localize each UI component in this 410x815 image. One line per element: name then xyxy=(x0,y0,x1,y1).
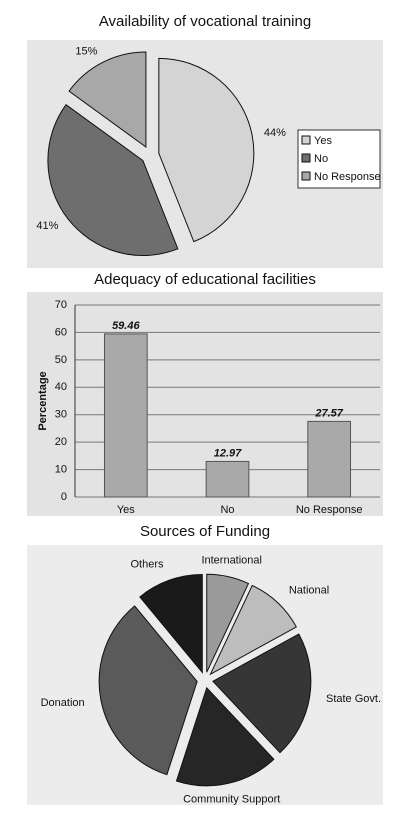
slice-label: Community Support xyxy=(183,793,280,805)
legend-box xyxy=(297,129,381,189)
slice-label: Others xyxy=(130,559,164,571)
pie-slice xyxy=(175,686,275,787)
y-tick-label: 40 xyxy=(55,381,67,393)
y-tick-label: 0 xyxy=(61,491,67,503)
y-tick-label: 10 xyxy=(55,463,67,475)
y-tick-label: 30 xyxy=(55,409,67,421)
x-tick-label: No xyxy=(220,504,234,516)
slice-label: Donation xyxy=(41,697,85,709)
slice-label: National xyxy=(289,585,329,597)
pie-slice xyxy=(47,103,179,256)
y-tick-label: 20 xyxy=(55,436,67,448)
y-tick-label: 60 xyxy=(55,326,67,338)
chart-title: Adequacy of educational facilities xyxy=(94,271,316,288)
legend-swatch xyxy=(301,153,311,163)
x-tick-label: Yes xyxy=(117,504,135,516)
data-label: 15% xyxy=(75,46,97,58)
data-label: 27.57 xyxy=(314,407,343,419)
legend-label: Yes xyxy=(314,135,332,147)
chart-title: Sources of Funding xyxy=(140,523,270,540)
legend-label: No Response xyxy=(314,171,381,183)
pie-slice xyxy=(212,633,312,754)
x-tick-label: No Response xyxy=(296,504,363,516)
bar xyxy=(103,333,148,498)
pie-slice xyxy=(158,57,255,243)
legend-swatch xyxy=(301,135,311,145)
pie-slice xyxy=(209,584,298,676)
y-tick-label: 70 xyxy=(55,299,67,311)
pie-slice xyxy=(68,51,147,148)
pie-slice xyxy=(98,605,198,776)
legend-label: No xyxy=(314,153,328,165)
data-label: 12.97 xyxy=(214,447,242,459)
bar xyxy=(307,420,352,498)
y-tick-label: 50 xyxy=(55,354,67,366)
data-label: 44% xyxy=(264,127,286,139)
slice-label: International xyxy=(201,554,262,566)
data-label: 41% xyxy=(36,220,58,232)
bar xyxy=(205,460,250,498)
data-label: 59.46 xyxy=(112,320,140,332)
slice-label: State Govt. xyxy=(326,693,381,705)
pie-slice xyxy=(206,573,250,673)
pie-slice xyxy=(139,573,203,674)
chart-title: Availability of vocational training xyxy=(99,13,311,30)
y-axis-label: Percentage xyxy=(37,371,49,430)
legend-swatch xyxy=(301,171,311,181)
